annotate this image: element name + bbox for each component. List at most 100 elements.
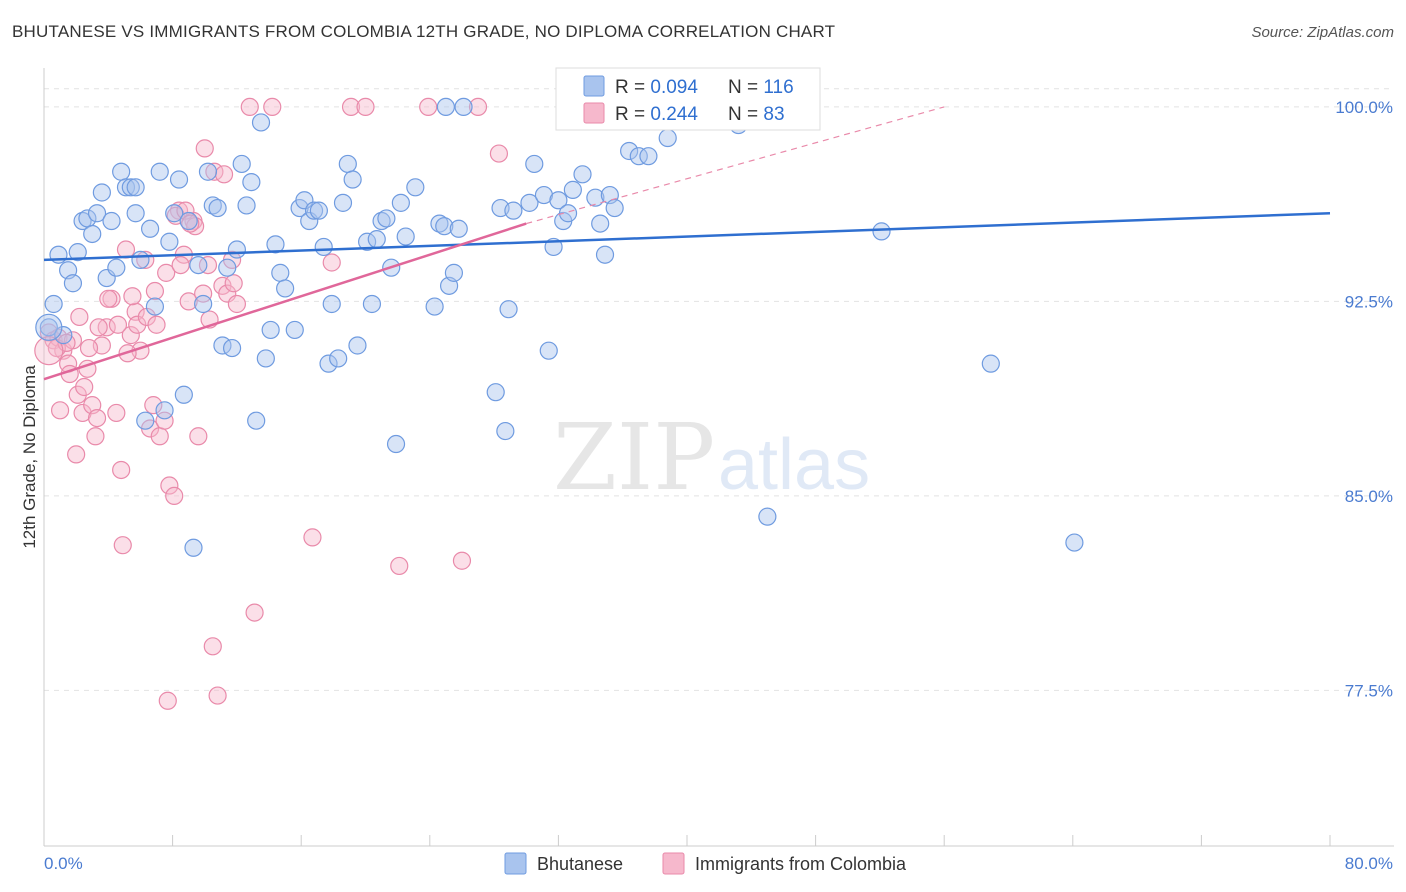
bhutanese-point-53 [309,201,328,220]
bhutanese-point-72 [425,297,444,316]
svg-text:R = 0.244: R = 0.244 [615,104,698,125]
bhutanese-point-74 [435,217,454,236]
bottom-legend-label-bhutanese[interactable]: Bhutanese [537,854,623,874]
bhutanese-point-91 [558,204,578,223]
colombia-point-15 [112,460,131,480]
bhutanese-point-105 [758,507,777,526]
bhutanese-point-43 [256,349,275,368]
colombia-point-24 [155,411,174,430]
colombia-point-34 [203,637,222,656]
colombia-point-61 [390,556,409,576]
colombia-point-50 [147,315,166,334]
bhutanese-point-42 [247,411,266,430]
bhutanese-point-36 [218,258,237,277]
watermark: ZIP atlas [553,404,870,511]
bhutanese-point-87 [539,341,558,360]
legend-r-value-1: 0.094 [650,77,698,98]
watermark-atlas: atlas [718,425,870,505]
legend-swatch-bhutanese [583,75,605,97]
bhutanese-point-6 [73,211,92,231]
bottom-legend-label-colombia[interactable]: Immigrants from Colombia [695,854,907,874]
bottom-legend-swatch-bhutanese[interactable] [504,852,527,875]
bottom-legend-swatch-colombia[interactable] [662,852,685,875]
colombia-point-71 [86,427,105,446]
colombia-point-68 [419,97,438,117]
colombia-point-59 [303,528,322,547]
legend-n-label-1: N = [728,77,763,98]
bhutanese-point-56 [322,294,341,314]
colombia-point-33 [198,255,218,275]
stats-legend: R = 0.094 N = 116 R = 0.244 N = 83 [555,67,821,131]
colombia-point-76 [75,377,94,397]
bhutanese-point-14 [112,162,131,181]
bhutanese-point-61 [348,336,367,355]
bhutanese-point-19 [136,411,155,430]
bhutanese-point-21 [145,297,165,316]
bhutanese-point-76 [444,263,464,282]
bhutanese-point-4 [63,274,83,293]
colombia-point-64 [240,97,259,117]
colombia-point-26 [165,486,184,505]
bhutanese-point-9 [87,204,107,223]
bhutanese-point-73 [430,214,449,233]
bhutanese-point-39 [232,154,251,174]
bhutanese-point-27 [174,385,193,404]
bhutanese-point-82 [499,300,518,319]
bhutanese-point-68 [386,434,406,454]
bhutanese-point-96 [595,245,615,264]
bhutanese-point-34 [208,198,227,218]
bhutanese-point-30 [189,255,208,275]
bhutanese-point-13 [107,258,126,277]
colombia-point-39 [227,294,246,314]
colombia-point-81 [123,287,142,306]
bhutanese-point-102 [658,128,677,148]
colombia-point-large [34,336,64,366]
bhutanese-point-2 [54,326,73,345]
bhutanese-point-17 [126,204,145,223]
colombia-point-77 [144,396,163,415]
bhutanese-point-58 [333,193,353,212]
colombia-point-40 [50,401,70,420]
bhutanese-point-38 [227,240,246,259]
bhutanese-point-65 [372,211,391,231]
trend-line-colombia [43,222,527,381]
colombia-point-10 [87,409,107,428]
bhutanese-point-83 [504,201,523,220]
colombia-point-73 [158,691,177,710]
bhutanese-point-92 [563,180,582,199]
bhutanese-point-55 [319,354,338,373]
bhutanese-point-45 [266,235,285,254]
y-tick-label-2: 92.5% [1345,292,1393,311]
colombia-point-62 [452,551,472,570]
bhutanese-point-large [35,313,63,341]
bhutanese-point-84 [520,193,539,212]
colombia-point-57 [214,165,234,184]
bhutanese-point-60 [343,170,362,189]
bhutanese-point-70 [396,227,415,246]
bhutanese-point-71 [406,178,425,197]
bhutanese-point-69 [391,193,410,212]
colombia-point-58 [245,603,264,622]
colombia-point-25 [160,476,179,495]
chart-title: BHUTANESE VS IMMIGRANTS FROM COLOMBIA 12… [12,22,836,41]
bhutanese-point-23 [155,401,174,420]
bhutanese-point-26 [169,170,189,189]
colombia-point-70 [67,445,86,464]
bhutanese-point-85 [525,154,544,174]
bhutanese-point-44 [261,320,280,340]
bhutanese-point-108 [1065,533,1084,552]
colombia-point-60 [322,253,341,272]
bhutanese-point-8 [83,224,102,244]
bhutanese-point-12 [102,211,121,231]
bhutanese-point-57 [329,349,348,368]
x-tick-label-min: 0.0% [44,854,83,873]
bhutanese-point-41 [242,173,261,192]
legend-r-label-1: R = [615,77,650,98]
bhutanese-point-81 [496,421,515,441]
colombia-point-48 [128,315,147,334]
colombia-point-69 [468,97,488,117]
bhutanese-point-54 [314,237,333,257]
colombia-point-65 [263,97,282,117]
bhutanese-point-77 [449,219,468,238]
series-legend: Bhutanese Immigrants from Colombia [504,852,907,875]
